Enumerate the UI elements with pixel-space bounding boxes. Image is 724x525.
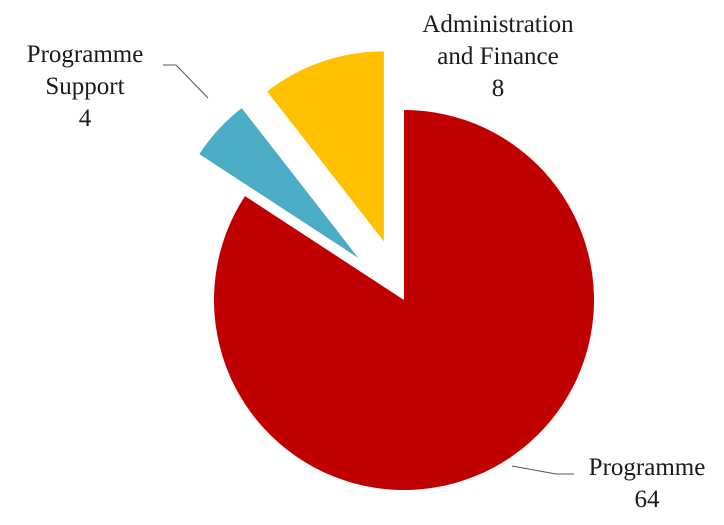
data-labels: Programme 64 Programme Support 4 Administrati…	[27, 11, 706, 513]
data-label-programme-support: Programme Support 4	[27, 41, 144, 132]
pie-slice-administration-and-finance	[267, 51, 384, 242]
data-label-line: Administration	[422, 11, 574, 38]
leader-line-programme-support	[163, 64, 209, 99]
data-label-line: 8	[492, 75, 505, 102]
data-label-line: Programme	[589, 454, 706, 481]
data-label-line: and Finance	[437, 43, 558, 70]
data-label-administration-and-finance: Administration and Finance 8	[422, 11, 574, 102]
pie-slice-programme	[214, 110, 595, 491]
leader-line-programme	[511, 465, 574, 475]
data-label-line: Programme	[27, 41, 144, 68]
leader-lines	[163, 64, 574, 475]
pie-slice-programme-support	[199, 108, 359, 259]
pie-slices	[199, 51, 595, 491]
data-label-line: 4	[79, 105, 92, 132]
data-label-line: Support	[45, 73, 124, 100]
data-label-programme: Programme 64	[589, 454, 706, 513]
data-label-line: 64	[635, 486, 661, 513]
